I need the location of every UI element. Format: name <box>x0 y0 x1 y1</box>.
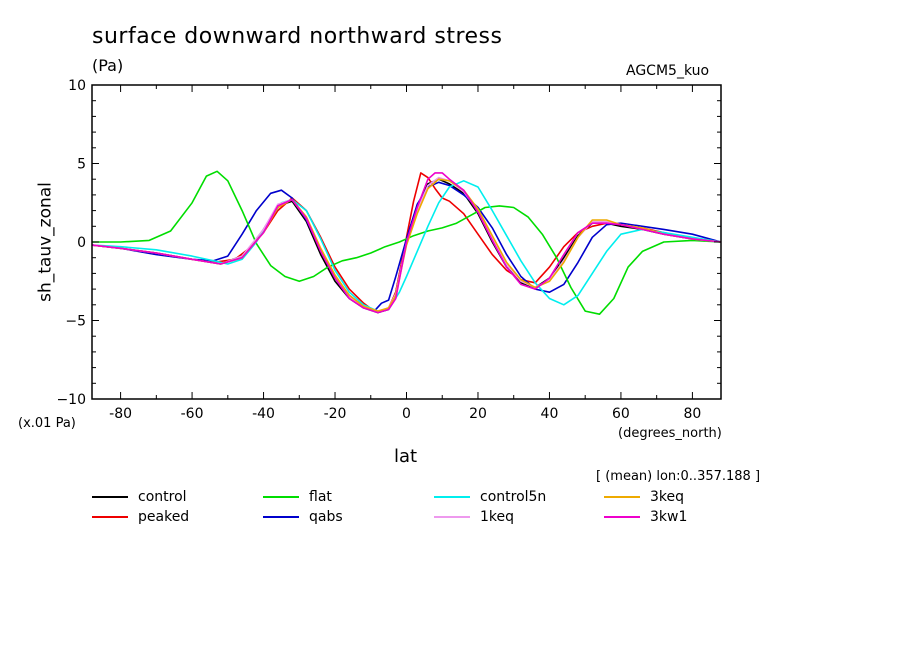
y-scale-note: (x.01 Pa) <box>18 416 76 431</box>
legend-label-1keq: 1keq <box>480 509 515 525</box>
series-line-3kw1 <box>91 172 722 314</box>
y-tick-label: 5 <box>77 157 86 173</box>
x-tick-label: 40 <box>541 406 559 422</box>
legend-swatch-flat <box>263 496 299 498</box>
source-label: AGCM5_kuo <box>626 63 710 79</box>
legend-swatch-1keq <box>434 516 470 518</box>
tick-layer: -80 -60 -40 -20 0 20 40 60 80 10 5 0 −5 −10 <box>56 78 721 422</box>
x-tick-label: 0 <box>402 406 411 422</box>
chart-title: surface downward northward stress <box>92 24 503 49</box>
x-tick-label: -40 <box>252 406 275 422</box>
legend-swatch-control5n <box>434 496 470 498</box>
y-tick-label: −10 <box>56 392 86 408</box>
x-tick-label: -60 <box>181 406 204 422</box>
y-tick-label: 0 <box>77 235 86 251</box>
legend-swatch-3keq <box>604 496 640 498</box>
x-tick-label: -20 <box>324 406 347 422</box>
legend-swatch-control <box>92 496 128 498</box>
x-tick-label: -80 <box>109 406 132 422</box>
x-tick-label: 20 <box>469 406 487 422</box>
y-tick-label: −5 <box>65 314 86 330</box>
legend-label-control5n: control5n <box>480 489 547 505</box>
series-line-flat <box>92 170 722 316</box>
legend-label-3kw1: 3kw1 <box>650 509 688 525</box>
series-line-control5n <box>91 180 722 312</box>
y-tick-label: 10 <box>68 78 86 94</box>
x-axis-label: lat <box>394 446 418 467</box>
legend-label-peaked: peaked <box>138 509 190 525</box>
legend-swatch-3kw1 <box>604 516 640 518</box>
x-tick-label: 80 <box>683 406 701 422</box>
legend-swatch-qabs <box>263 516 299 518</box>
series-layer <box>91 170 722 316</box>
legend-label-qabs: qabs <box>309 509 343 525</box>
chart-units: (Pa) <box>92 56 124 75</box>
statistic-note: [ (mean) lon:0..357.188 ] <box>596 469 761 484</box>
x-axis-units: (degrees_north) <box>618 426 722 441</box>
legend-label-3keq: 3keq <box>650 489 685 505</box>
x-tick-label: 60 <box>612 406 630 422</box>
legend-swatch-peaked <box>92 516 128 518</box>
legend-label-control: control <box>138 489 187 505</box>
legend-label-flat: flat <box>309 489 332 505</box>
